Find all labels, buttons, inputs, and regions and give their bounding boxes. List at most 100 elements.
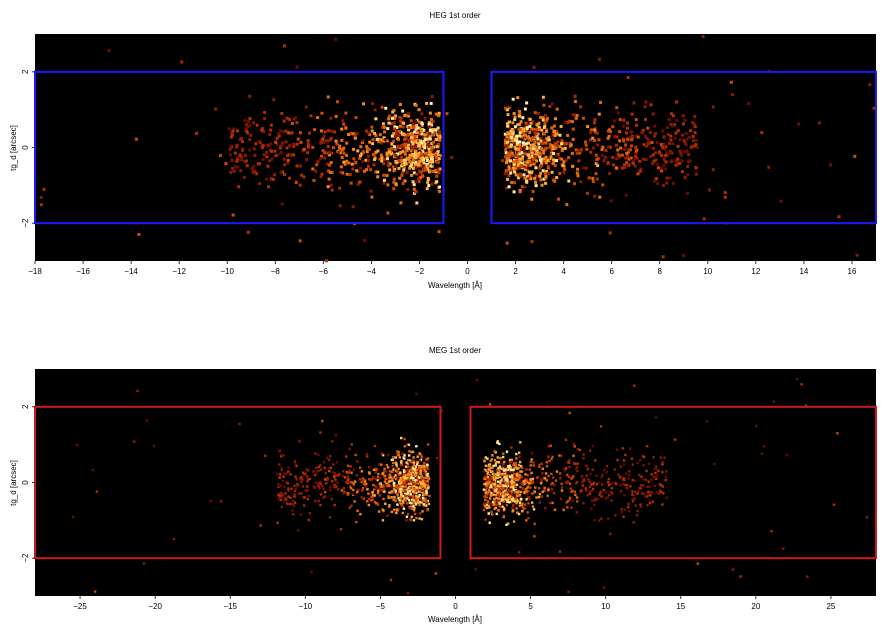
event-pixel bbox=[340, 127, 344, 131]
event-pixel bbox=[415, 494, 418, 498]
event-pixel bbox=[540, 495, 544, 498]
event-pixel bbox=[526, 123, 530, 127]
event-pixel bbox=[400, 436, 403, 440]
event-pixel bbox=[651, 112, 655, 116]
event-pixel bbox=[669, 112, 673, 116]
event-pixel bbox=[370, 195, 374, 199]
event-pixel bbox=[490, 458, 493, 461]
event-pixel bbox=[630, 112, 634, 116]
event-pixel bbox=[419, 470, 423, 473]
event-pixel bbox=[406, 462, 410, 466]
event-pixel bbox=[674, 159, 678, 163]
event-pixel bbox=[546, 164, 550, 168]
x-tick-label: −12 bbox=[172, 267, 186, 276]
event-pixel bbox=[412, 125, 416, 129]
event-pixel bbox=[321, 137, 325, 141]
event-pixel bbox=[415, 486, 418, 489]
event-pixel bbox=[489, 482, 492, 485]
event-pixel bbox=[362, 483, 366, 486]
event-pixel bbox=[437, 157, 441, 161]
event-pixel bbox=[371, 493, 375, 497]
event-pixel bbox=[627, 148, 631, 152]
event-pixel bbox=[327, 151, 331, 155]
event-pixel bbox=[415, 475, 419, 479]
event-pixel bbox=[370, 129, 374, 133]
event-pixel bbox=[280, 143, 284, 147]
event-pixel bbox=[525, 179, 529, 183]
event-pixel bbox=[406, 468, 410, 472]
event-pixel bbox=[420, 112, 424, 116]
event-pixel bbox=[489, 484, 493, 487]
event-pixel bbox=[365, 145, 369, 149]
event-pixel bbox=[406, 497, 409, 500]
event-pixel bbox=[422, 503, 426, 506]
event-pixel bbox=[535, 128, 539, 132]
event-pixel bbox=[344, 455, 348, 458]
event-pixel bbox=[415, 166, 419, 170]
event-pixel bbox=[381, 453, 385, 457]
event-pixel bbox=[622, 163, 626, 167]
event-pixel bbox=[370, 478, 374, 481]
event-pixel bbox=[425, 458, 428, 461]
event-pixel bbox=[506, 474, 509, 478]
event-pixel bbox=[75, 443, 79, 447]
event-pixel bbox=[327, 458, 331, 461]
event-pixel bbox=[304, 489, 307, 493]
event-pixel bbox=[511, 506, 514, 510]
event-pixel bbox=[437, 134, 441, 138]
event-pixel bbox=[277, 493, 280, 496]
event-pixel bbox=[277, 132, 281, 136]
event-pixel bbox=[292, 142, 296, 146]
event-pixel bbox=[484, 505, 487, 508]
event-pixel bbox=[493, 449, 496, 453]
event-pixel bbox=[411, 160, 415, 164]
event-pixel bbox=[421, 483, 425, 486]
event-pixel bbox=[624, 143, 628, 147]
event-pixel bbox=[374, 170, 378, 174]
event-pixel bbox=[502, 484, 506, 488]
event-pixel bbox=[528, 130, 532, 134]
event-pixel bbox=[513, 153, 517, 157]
event-pixel bbox=[609, 490, 613, 494]
event-pixel bbox=[426, 176, 430, 180]
event-pixel bbox=[494, 485, 497, 488]
event-pixel bbox=[519, 164, 523, 168]
event-pixel bbox=[379, 153, 383, 157]
event-pixel bbox=[427, 144, 431, 148]
event-pixel bbox=[306, 151, 310, 155]
event-pixel bbox=[633, 164, 637, 168]
event-pixel bbox=[425, 463, 429, 466]
y-tick-label: 2 bbox=[21, 404, 30, 409]
event-pixel bbox=[356, 149, 360, 153]
event-pixel bbox=[327, 177, 331, 181]
event-pixel bbox=[267, 143, 271, 147]
event-pixel bbox=[508, 461, 512, 464]
event-pixel bbox=[397, 453, 401, 457]
event-pixel bbox=[385, 139, 389, 143]
event-pixel bbox=[408, 154, 412, 158]
event-pixel bbox=[513, 138, 517, 142]
event-pixel bbox=[579, 180, 583, 184]
event-pixel bbox=[626, 150, 630, 154]
event-pixel bbox=[325, 162, 329, 166]
event-pixel bbox=[358, 478, 362, 481]
event-pixel bbox=[343, 162, 347, 166]
event-pixel bbox=[376, 489, 380, 493]
event-pixel bbox=[399, 484, 402, 487]
event-pixel bbox=[507, 490, 511, 493]
event-pixel bbox=[406, 591, 410, 595]
event-pixel bbox=[233, 151, 237, 155]
event-pixel bbox=[422, 140, 426, 144]
event-pixel bbox=[515, 140, 519, 144]
event-pixel bbox=[619, 465, 623, 468]
event-pixel bbox=[380, 156, 384, 160]
event-pixel bbox=[398, 176, 402, 180]
event-pixel bbox=[414, 127, 418, 131]
event-pixel bbox=[345, 481, 348, 485]
event-pixel bbox=[639, 487, 642, 490]
event-pixel bbox=[516, 493, 519, 496]
event-pixel bbox=[634, 151, 638, 155]
event-pixel bbox=[526, 141, 530, 145]
event-pixel bbox=[542, 149, 546, 153]
event-pixel bbox=[509, 159, 513, 163]
